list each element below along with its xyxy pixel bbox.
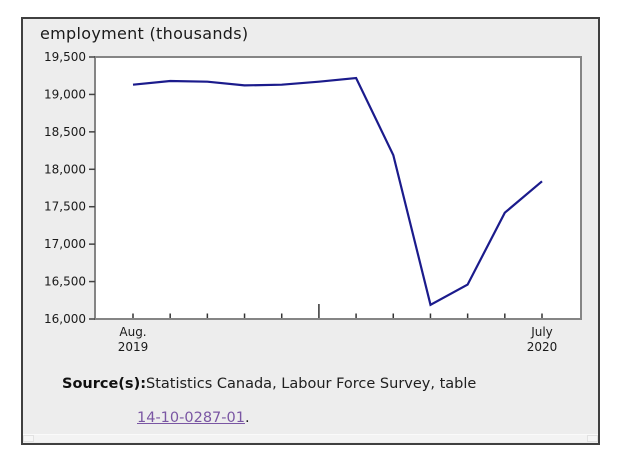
- y-axis-label: 17,000: [44, 237, 86, 251]
- y-axis-label: 17,500: [44, 200, 86, 214]
- chart-panel: 16,000 16,500 17,000 17,500 18,000 18,500 19,0…: [21, 17, 600, 445]
- source-text: Statistics Canada, Labour Force Survey, …: [146, 376, 477, 392]
- source-block: Source(s):Statistics Canada, Labour Forc…: [62, 376, 476, 427]
- source-table-link[interactable]: 14-10-0287-01: [137, 410, 245, 426]
- x-axis-label: July: [530, 325, 553, 339]
- y-axis-label: 18,500: [44, 125, 86, 139]
- x-axis-label: 2019: [118, 340, 149, 354]
- y-axis-label: 19,000: [44, 87, 86, 101]
- chart-title: employment (thousands): [40, 24, 249, 43]
- y-axis-label: 19,500: [44, 50, 86, 64]
- source-line: Source(s):Statistics Canada, Labour Forc…: [62, 376, 476, 392]
- y-axis-label: 18,000: [44, 162, 86, 176]
- employment-line-chart: 16,000 16,500 17,000 17,500 18,000 18,500 19,0…: [44, 50, 582, 354]
- horizontal-scrollbar-track[interactable]: [23, 434, 598, 442]
- source-link-suffix: .: [244, 410, 250, 426]
- chart-panel-inner: 16,000 16,500 17,000 17,500 18,000 18,500 19,0…: [23, 19, 598, 443]
- y-axis-label: 16,000: [44, 312, 86, 326]
- employment-line: [132, 76, 543, 307]
- x-axis-label: Aug.: [119, 325, 146, 339]
- scrollbar-left-cap[interactable]: [23, 435, 34, 442]
- y-axis-label: 16,500: [44, 275, 86, 289]
- plot-area: [94, 56, 582, 320]
- scrollbar-right-cap[interactable]: [587, 435, 598, 442]
- source-label: Source(s):: [62, 376, 146, 392]
- source-link-line: 14-10-0287-01.: [137, 410, 476, 427]
- x-axis-label: 2020: [527, 340, 558, 354]
